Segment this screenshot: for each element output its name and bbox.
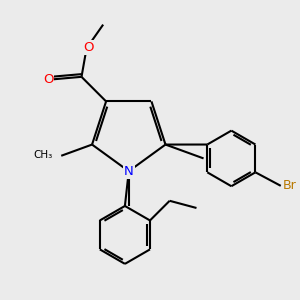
Text: CH₃: CH₃ [34, 150, 53, 160]
Text: O: O [43, 73, 53, 86]
Text: N: N [124, 165, 134, 178]
Text: Br: Br [283, 179, 296, 192]
Text: O: O [83, 41, 93, 54]
